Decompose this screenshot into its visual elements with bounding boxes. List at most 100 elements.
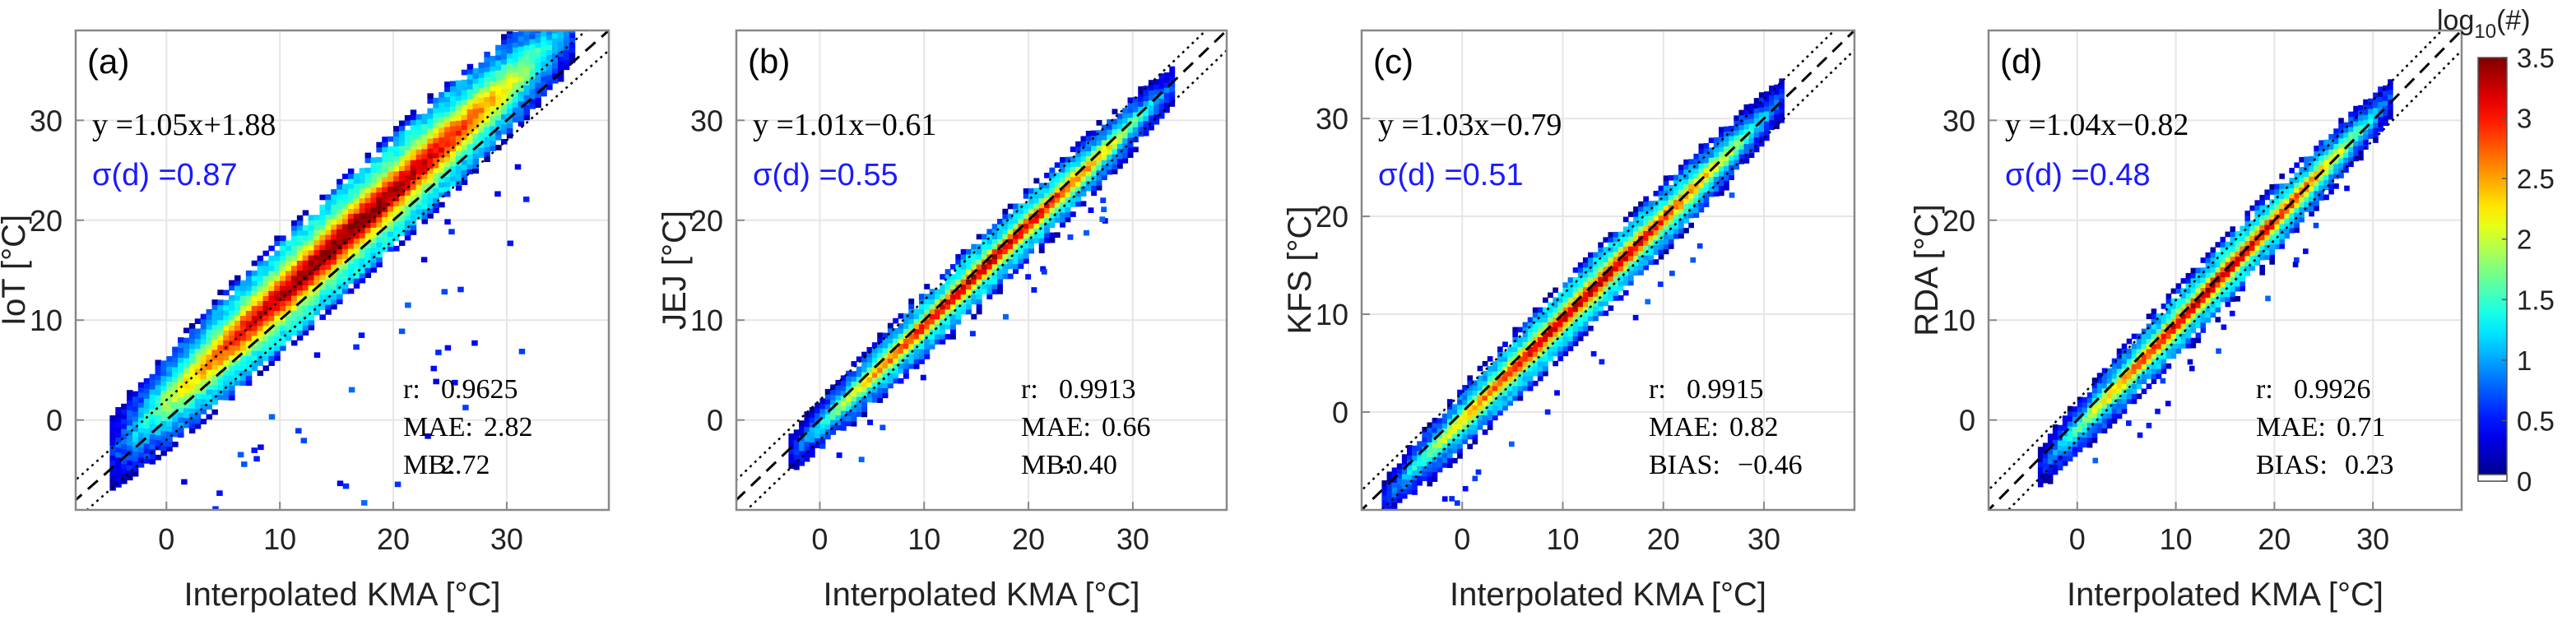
density-cell (1101, 169, 1107, 175)
density-cell (2264, 229, 2271, 235)
density-cell (871, 372, 878, 378)
density-cell (206, 319, 213, 325)
density-cell (1386, 476, 1393, 482)
density-cell (127, 400, 133, 406)
density-cell (359, 197, 366, 204)
density-cell (382, 166, 388, 173)
density-cell (364, 232, 372, 239)
density-cell (1638, 211, 1644, 217)
density-cell (325, 249, 332, 255)
density-cell (908, 353, 915, 359)
density-cell (2190, 322, 2197, 329)
density-cell (160, 380, 167, 387)
density-cell (109, 450, 116, 456)
density-cell (1075, 166, 1082, 172)
density-cell (2220, 252, 2226, 257)
density-cell (2141, 348, 2147, 354)
density-cell (1648, 249, 1655, 256)
density-cell (217, 354, 224, 360)
density-cell (1432, 432, 1438, 438)
density-cell (178, 427, 184, 433)
density-cell (1543, 322, 1548, 327)
x-axis-label: Interpolated KMA [°C] (2067, 577, 2383, 613)
density-cell (1663, 248, 1669, 255)
density-cell (1412, 479, 1418, 485)
density-cell (2318, 155, 2324, 161)
density-cell (1033, 233, 1040, 239)
density-cell (2131, 388, 2137, 395)
density-cell (529, 33, 536, 39)
density-cell (518, 50, 525, 57)
density-cell (871, 396, 878, 403)
density-cell (155, 389, 162, 396)
density-cell (1512, 366, 1519, 372)
density-cell (1132, 101, 1139, 108)
density-cell (1603, 237, 1609, 243)
density-cell (2294, 177, 2300, 183)
density-cell (280, 280, 286, 286)
density-cell (1422, 451, 1428, 457)
density-cell (160, 435, 167, 442)
density-cell (2131, 393, 2137, 400)
density-cell (376, 177, 383, 183)
density-cell (342, 263, 349, 270)
density-cell (404, 234, 411, 241)
density-cell (1537, 317, 1543, 323)
density-cell (1678, 193, 1684, 200)
density-cell (1462, 424, 1468, 430)
density-cell (2363, 134, 2369, 140)
density-cell (529, 58, 536, 64)
density-cell (166, 386, 173, 392)
density-cell (1080, 155, 1087, 162)
density-cell (955, 264, 962, 270)
density-cell (1467, 390, 1474, 396)
density-cell (1527, 361, 1534, 367)
density-cell (347, 178, 355, 184)
density-cell (388, 196, 394, 202)
density-cell (183, 347, 190, 354)
density-cell (494, 191, 501, 197)
density-cell (960, 284, 967, 290)
density-cell (2299, 216, 2304, 223)
density-cell (1132, 127, 1139, 132)
density-cell (809, 422, 815, 428)
density-cell (918, 359, 925, 364)
density-cell (1138, 116, 1144, 123)
density-cell (945, 313, 951, 320)
density-cell (2328, 178, 2334, 185)
density-cell (302, 255, 309, 261)
density-cell (461, 129, 468, 136)
density-cell (1643, 201, 1649, 207)
density-cell (2314, 180, 2319, 187)
density-cell (1554, 390, 1560, 396)
density-cell (2314, 200, 2319, 206)
density-cell (364, 172, 372, 178)
density-cell (1743, 104, 1750, 110)
density-cell (410, 149, 417, 155)
density-cell (809, 427, 815, 433)
density-cell (421, 218, 429, 225)
density-cell (955, 279, 962, 285)
density-cell (871, 352, 878, 359)
density-cell (172, 346, 179, 353)
density-cell (229, 385, 235, 391)
y-tick-label: 30 (1316, 102, 1348, 136)
density-cell (1774, 99, 1780, 105)
density-cell (206, 354, 213, 360)
density-cell (2279, 198, 2285, 205)
density-cell (2225, 241, 2231, 248)
density-cell (1065, 216, 1071, 223)
density-cell (2279, 233, 2285, 239)
density-cell (945, 274, 951, 280)
density-cell (2180, 313, 2187, 319)
density-cell (325, 259, 332, 265)
density-cell (835, 395, 842, 401)
density-cell (1653, 215, 1659, 221)
density-cell (835, 385, 842, 391)
density-cell (1391, 472, 1398, 478)
density-cell (313, 220, 321, 225)
density-cell (1753, 108, 1760, 113)
density-cell (251, 295, 258, 301)
density-cell (410, 119, 417, 126)
